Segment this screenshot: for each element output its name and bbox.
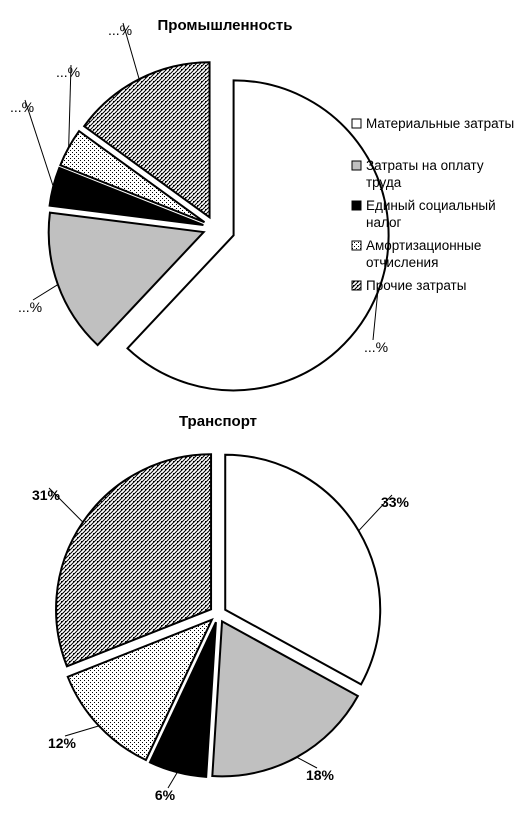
pie-slice-4 [66, 617, 214, 762]
legend: Материальные затраты Затраты на оплату тру… [351, 116, 514, 293]
pie-slice-4 [59, 129, 206, 224]
pie-slice-1 [126, 79, 390, 392]
leader-line-4 [64, 725, 100, 737]
chart-title-industry: Промышленность [158, 17, 293, 34]
leader-line-2 [296, 756, 318, 769]
legend-label-3-line-1: Единый социальный [366, 198, 496, 213]
pie-slice-2 [47, 211, 206, 347]
leader-line-5 [122, 22, 140, 80]
legend-swatch-1 [351, 118, 362, 129]
pie-transport [55, 453, 382, 778]
pie-industry [47, 61, 390, 392]
leader-line-3 [24, 99, 54, 187]
leader-line-1 [372, 292, 379, 341]
slice-label-2: ...% [18, 299, 42, 315]
slice-label-2: 18% [306, 767, 335, 783]
leader-line-1 [358, 494, 393, 532]
legend-label-5-line-1: Прочие затраты [366, 278, 466, 293]
legend-label-2-line-2: труда [366, 175, 402, 190]
legend-label-4-line-1: Амортизационные [366, 238, 481, 253]
slice-label-3: 6% [155, 787, 176, 803]
leader-line-3 [167, 772, 178, 789]
leader-line-2 [32, 284, 59, 301]
slice-label-4: 12% [48, 735, 77, 751]
slice-label-1: 33% [381, 494, 410, 510]
pie-slice-5 [55, 453, 213, 668]
legend-label-1-line-1: Материальные затраты [366, 116, 514, 131]
pie-industry-labels: ...%...%...%...%...% [10, 22, 388, 355]
pie-slice-3 [148, 621, 217, 778]
slice-label-3: ...% [10, 99, 34, 115]
pie-slice-5 [82, 61, 211, 220]
legend-swatch-4 [351, 240, 362, 251]
slice-label-4: ...% [56, 64, 80, 80]
pie-transport-labels: 33% 18% 6% 12% 31% [32, 487, 410, 803]
legend-swatch-2 [351, 160, 362, 171]
slice-label-5: 31% [32, 487, 61, 503]
legend-label-3-line-2: налог [366, 215, 402, 230]
pie-slice-1 [224, 453, 382, 686]
leader-line-4 [68, 64, 72, 148]
slice-label-5: ...% [108, 22, 132, 38]
leader-line-5 [48, 487, 84, 523]
chart-title-transport: Транспорт [179, 413, 257, 430]
legend-label-4-line-2: отчисления [366, 255, 438, 270]
legend-swatch-5 [351, 280, 362, 291]
slice-label-1: ...% [364, 339, 388, 355]
pie-slice-2 [211, 619, 360, 778]
legend-label-2-line-1: Затраты на оплату [366, 158, 484, 173]
legend-swatch-3 [351, 200, 362, 211]
